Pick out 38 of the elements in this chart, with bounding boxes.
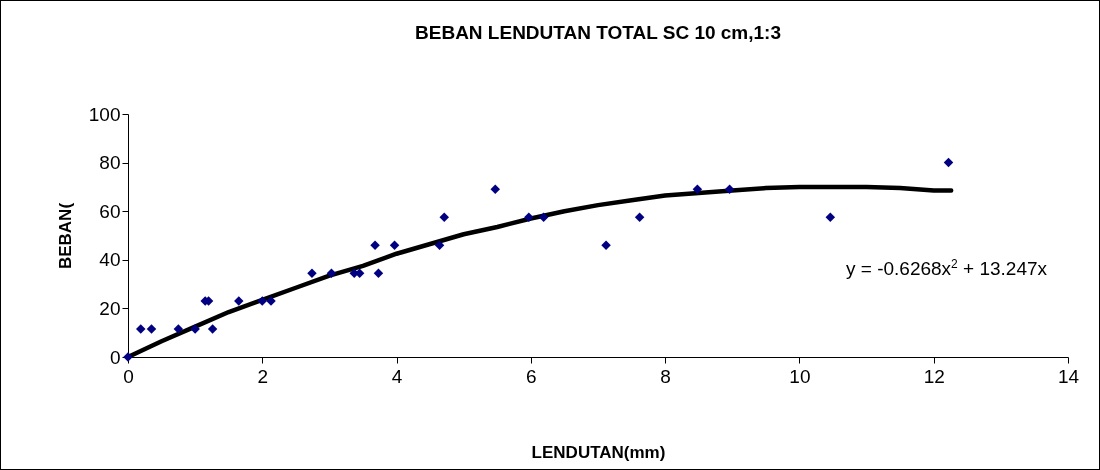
- point: [634, 212, 645, 223]
- y-tick-label: 40: [99, 249, 121, 271]
- point: [173, 324, 184, 334]
- point: [389, 240, 400, 250]
- y-tick-label: 60: [99, 200, 121, 222]
- x-tick-label: 10: [789, 365, 811, 387]
- x-tick-label: 2: [257, 365, 269, 387]
- x-tick-label: 8: [660, 365, 671, 387]
- y-axis-title: BEBAN(: [55, 202, 75, 270]
- y-tick-label: 80: [99, 152, 121, 174]
- x-axis-title: LENDUTAN(mm): [531, 442, 666, 462]
- x-tick-label: 12: [923, 365, 945, 387]
- point: [434, 240, 445, 250]
- point: [601, 240, 611, 250]
- y-tick-label: 100: [88, 103, 121, 125]
- point: [490, 184, 501, 195]
- point: [943, 157, 954, 168]
- point: [146, 324, 157, 334]
- y-tick-label: 20: [99, 297, 121, 319]
- x-tick-label: 6: [526, 365, 537, 387]
- x-tick-label: 4: [391, 365, 403, 387]
- point: [257, 296, 268, 306]
- point: [524, 212, 534, 223]
- x-tick-label: 14: [1057, 365, 1080, 387]
- y-tick-label: 0: [109, 346, 121, 368]
- point: [724, 184, 735, 195]
- point: [207, 324, 218, 334]
- point: [825, 212, 836, 223]
- point: [373, 268, 384, 278]
- point: [439, 212, 449, 223]
- point: [326, 268, 337, 278]
- point: [692, 184, 703, 195]
- point: [538, 212, 549, 223]
- chart-title: BEBAN LENDUTAN TOTAL SC 10 cm,1:3: [415, 22, 781, 43]
- point: [370, 240, 380, 250]
- annotation: y = -0.6268x$^{2}$ + 13.247x: [846, 257, 1048, 280]
- point: [234, 296, 244, 306]
- point: [136, 324, 146, 334]
